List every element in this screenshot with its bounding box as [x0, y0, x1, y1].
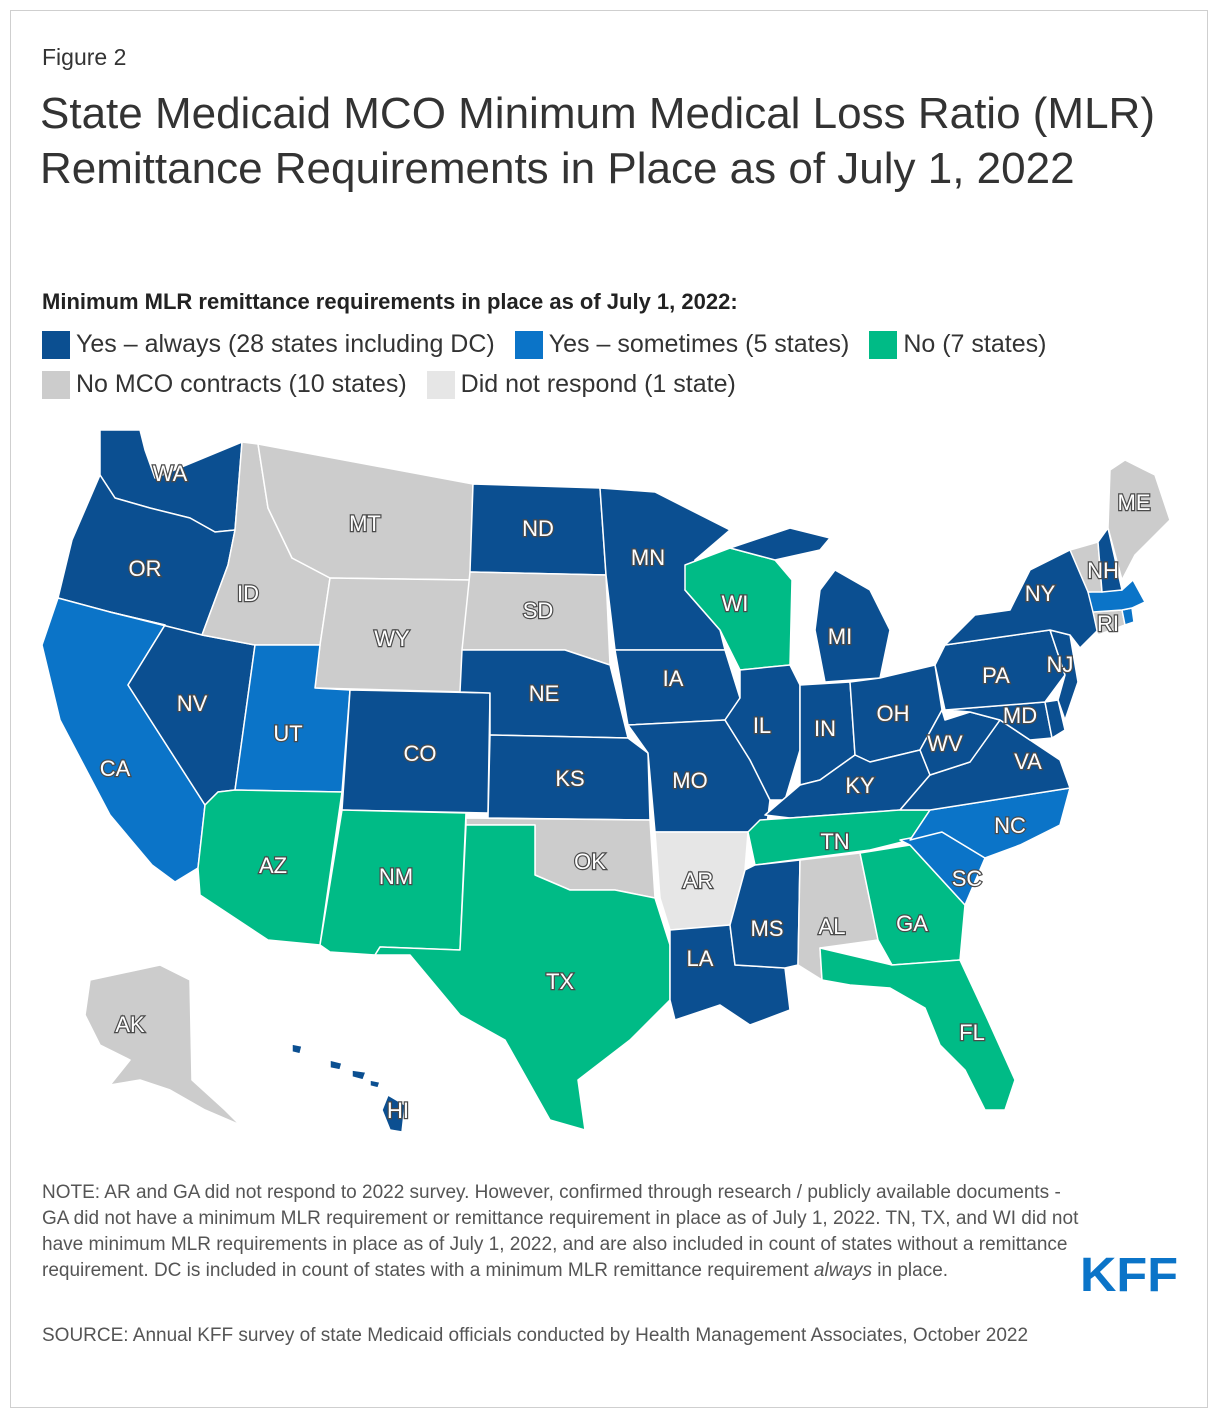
state-label-ny: NY	[1025, 581, 1056, 606]
state-hi[interactable]	[291, 1043, 406, 1133]
state-label-ca: CA	[100, 756, 131, 781]
state-de[interactable]	[1044, 699, 1066, 739]
state-label-wv: WV	[927, 731, 963, 756]
state-label-id: ID	[237, 581, 259, 606]
state-tx[interactable]	[374, 824, 671, 1131]
state-il[interactable]	[724, 664, 801, 801]
legend-item-yes-sometimes: Yes – sometimes (5 states)	[514, 330, 850, 359]
state-label-nd: ND	[522, 516, 554, 541]
chart-title: State Medicaid MCO Minimum Medical Loss …	[40, 89, 1155, 193]
state-label-oh: OH	[877, 701, 910, 726]
legend-row-2: No MCO contracts (10 states) Did not res…	[42, 370, 756, 399]
state-label-wa: WA	[153, 461, 188, 486]
state-label-md: MD	[1003, 703, 1037, 728]
figure-frame	[10, 10, 1208, 1408]
state-label-pa: PA	[982, 663, 1010, 688]
state-label-tx: TX	[546, 969, 574, 994]
state-label-al: AL	[819, 914, 846, 939]
state-nh[interactable]	[1097, 527, 1123, 593]
legend-label-yes-always: Yes – always (28 states including DC)	[76, 330, 495, 358]
state-ak[interactable]	[84, 964, 241, 1126]
state-label-sc: SC	[952, 866, 983, 891]
state-label-nc: NC	[994, 813, 1026, 838]
state-label-nh: NH	[1087, 558, 1119, 583]
state-label-ky: KY	[845, 773, 875, 798]
state-label-mo: MO	[672, 768, 707, 793]
legend-swatch-yes-always	[42, 330, 70, 359]
state-label-ia: IA	[663, 666, 684, 691]
state-label-ri: RI	[1097, 611, 1119, 636]
legend-item-no: No (7 states)	[869, 330, 1046, 359]
state-label-wy: WY	[374, 626, 410, 651]
legend-row-1: Yes – always (28 states including DC) Ye…	[42, 330, 1066, 359]
state-label-az: AZ	[259, 853, 287, 878]
state-ma[interactable]	[1087, 579, 1146, 613]
state-label-mt: MT	[349, 511, 381, 536]
state-label-tn: TN	[820, 829, 849, 854]
state-ny[interactable]	[944, 549, 1099, 649]
legend-swatch-yes-sometimes	[514, 330, 543, 359]
footnote-end: in place.	[872, 1260, 949, 1281]
state-label-mi: MI	[828, 624, 852, 649]
footnote-emphasis: always	[813, 1260, 872, 1281]
state-az[interactable]	[197, 789, 343, 946]
state-label-me: ME	[1118, 490, 1151, 515]
state-label-il: IL	[753, 713, 771, 738]
us-state-map: WA OR CA NV ID MT WY UT AZ CO NM ND SD N…	[41, 429, 1171, 1133]
state-label-ok: OK	[574, 849, 606, 874]
state-shapes	[41, 429, 1171, 1133]
kff-logo: KFF	[1080, 1250, 1178, 1296]
state-ks[interactable]	[487, 734, 651, 821]
state-label-ms: MS	[751, 916, 784, 941]
state-label-mn: MN	[631, 545, 665, 570]
state-label-in: IN	[814, 716, 836, 741]
state-label-ne: NE	[529, 681, 560, 706]
legend-swatch-no-response	[426, 370, 455, 399]
state-label-nj: NJ	[1047, 652, 1074, 677]
state-label-sd: SD	[523, 598, 554, 623]
state-wy[interactable]	[314, 577, 471, 693]
state-ri[interactable]	[1121, 607, 1135, 626]
state-label-ks: KS	[555, 766, 584, 791]
state-label-or: OR	[129, 556, 162, 581]
state-label-la: LA	[687, 946, 714, 971]
legend-label-yes-sometimes: Yes – sometimes (5 states)	[548, 330, 850, 358]
state-label-fl: FL	[959, 1020, 985, 1045]
state-fl[interactable]	[819, 947, 1016, 1111]
legend-swatch-no-mco	[42, 370, 70, 399]
footnote-text: NOTE: AR and GA did not respond to 2022 …	[42, 1182, 1079, 1281]
state-label-wi: WI	[722, 591, 749, 616]
legend-title: Minimum MLR remittance requirements in p…	[42, 289, 738, 314]
legend-item-no-response: Did not respond (1 state)	[426, 370, 736, 399]
state-label-hi: HI	[387, 1098, 409, 1123]
source-note: SOURCE: Annual KFF survey of state Medic…	[42, 1325, 1029, 1346]
state-label-ak: AK	[115, 1012, 145, 1037]
legend-label-no-response: Did not respond (1 state)	[460, 370, 736, 398]
footnote: NOTE: AR and GA did not respond to 2022 …	[42, 1180, 1082, 1284]
state-label-va: VA	[1014, 749, 1042, 774]
legend-label-no: No (7 states)	[903, 330, 1047, 358]
state-me[interactable]	[1107, 459, 1171, 581]
state-mi[interactable]	[729, 527, 891, 683]
legend-swatch-no	[869, 330, 898, 359]
state-label-ar: AR	[683, 868, 714, 893]
state-label-ga: GA	[896, 911, 928, 936]
legend-label-no-mco: No MCO contracts (10 states)	[76, 370, 407, 398]
state-ms[interactable]	[729, 859, 801, 969]
state-label-ut: UT	[273, 721, 302, 746]
state-label-nm: NM	[379, 864, 413, 889]
kff-logo-text: KFF	[1080, 1250, 1178, 1296]
state-label-nv: NV	[177, 691, 208, 716]
figure-label: Figure 2	[42, 44, 127, 70]
state-label-co: CO	[404, 741, 437, 766]
legend-item-no-mco: No MCO contracts (10 states)	[42, 370, 407, 399]
legend-item-yes-always: Yes – always (28 states including DC)	[42, 330, 495, 359]
state-labels: WA OR CA NV ID MT WY UT AZ CO NM ND SD N…	[99, 460, 1152, 1124]
